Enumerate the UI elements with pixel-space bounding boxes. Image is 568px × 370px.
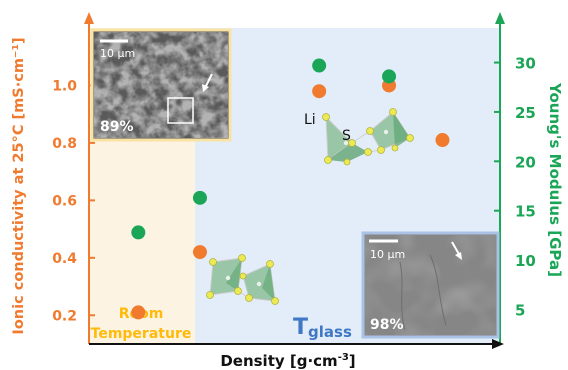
- right-ticks: 5 10 15 20 25 30: [494, 55, 536, 319]
- right-tick-label: 30: [515, 55, 536, 73]
- left-ticks: 0.2 0.4 0.6 0.8 1.0: [52, 78, 95, 324]
- inset-sem-89: 10 µm 89%: [90, 28, 232, 142]
- x-axis: [89, 339, 504, 349]
- label-s: S: [342, 128, 351, 144]
- inset-sem-98: 10 µm 98%: [361, 231, 500, 339]
- y-axis-right-label: Young's Modulus [GPa]: [546, 82, 564, 277]
- ionic-conductivity-point: [435, 133, 450, 148]
- youngs-modulus-point: [131, 225, 146, 240]
- right-tick-label: 10: [515, 252, 536, 270]
- inset-percent: 89%: [100, 119, 134, 135]
- crystal-structure-upper: Li S: [304, 108, 414, 166]
- crystal-structure-lower: [206, 254, 279, 305]
- y-axis-left-label: Ionic conductivity at 25°C [mS·cm⁻¹]: [11, 37, 27, 334]
- right-tick-label: 15: [515, 203, 536, 221]
- left-tick-label: 0.6: [52, 193, 77, 209]
- arrow-icon: [451, 241, 462, 260]
- youngs-modulus-point: [312, 58, 327, 73]
- highlight-box: [167, 97, 194, 124]
- left-axis: [84, 12, 94, 344]
- label-li: Li: [304, 112, 316, 128]
- left-tick-label: 0.4: [52, 251, 77, 267]
- ionic-conductivity-point: [192, 245, 207, 260]
- ionic-conductivity-point: [131, 305, 146, 320]
- x-axis-label: Density [g·cm-3]: [220, 352, 355, 370]
- region-label-t-glass: Tglass: [293, 315, 352, 341]
- right-tick-label: 20: [515, 153, 536, 171]
- scale-label: 10 µm: [100, 47, 135, 60]
- left-tick-label: 1.0: [52, 78, 77, 94]
- right-tick-label: 25: [515, 104, 536, 122]
- data-points: [131, 58, 450, 320]
- region-label-temperature: Temperature: [91, 326, 192, 342]
- arrow-icon: [202, 73, 213, 92]
- scale-label: 10 µm: [370, 248, 405, 261]
- youngs-modulus-point: [382, 69, 397, 84]
- youngs-modulus-point: [192, 190, 207, 205]
- right-axis: [495, 12, 505, 344]
- right-tick-label: 5: [515, 301, 525, 319]
- inset-percent: 98%: [370, 317, 404, 333]
- ionic-conductivity-point: [312, 84, 327, 99]
- left-tick-label: 0.2: [52, 308, 77, 324]
- left-tick-label: 0.8: [52, 136, 77, 152]
